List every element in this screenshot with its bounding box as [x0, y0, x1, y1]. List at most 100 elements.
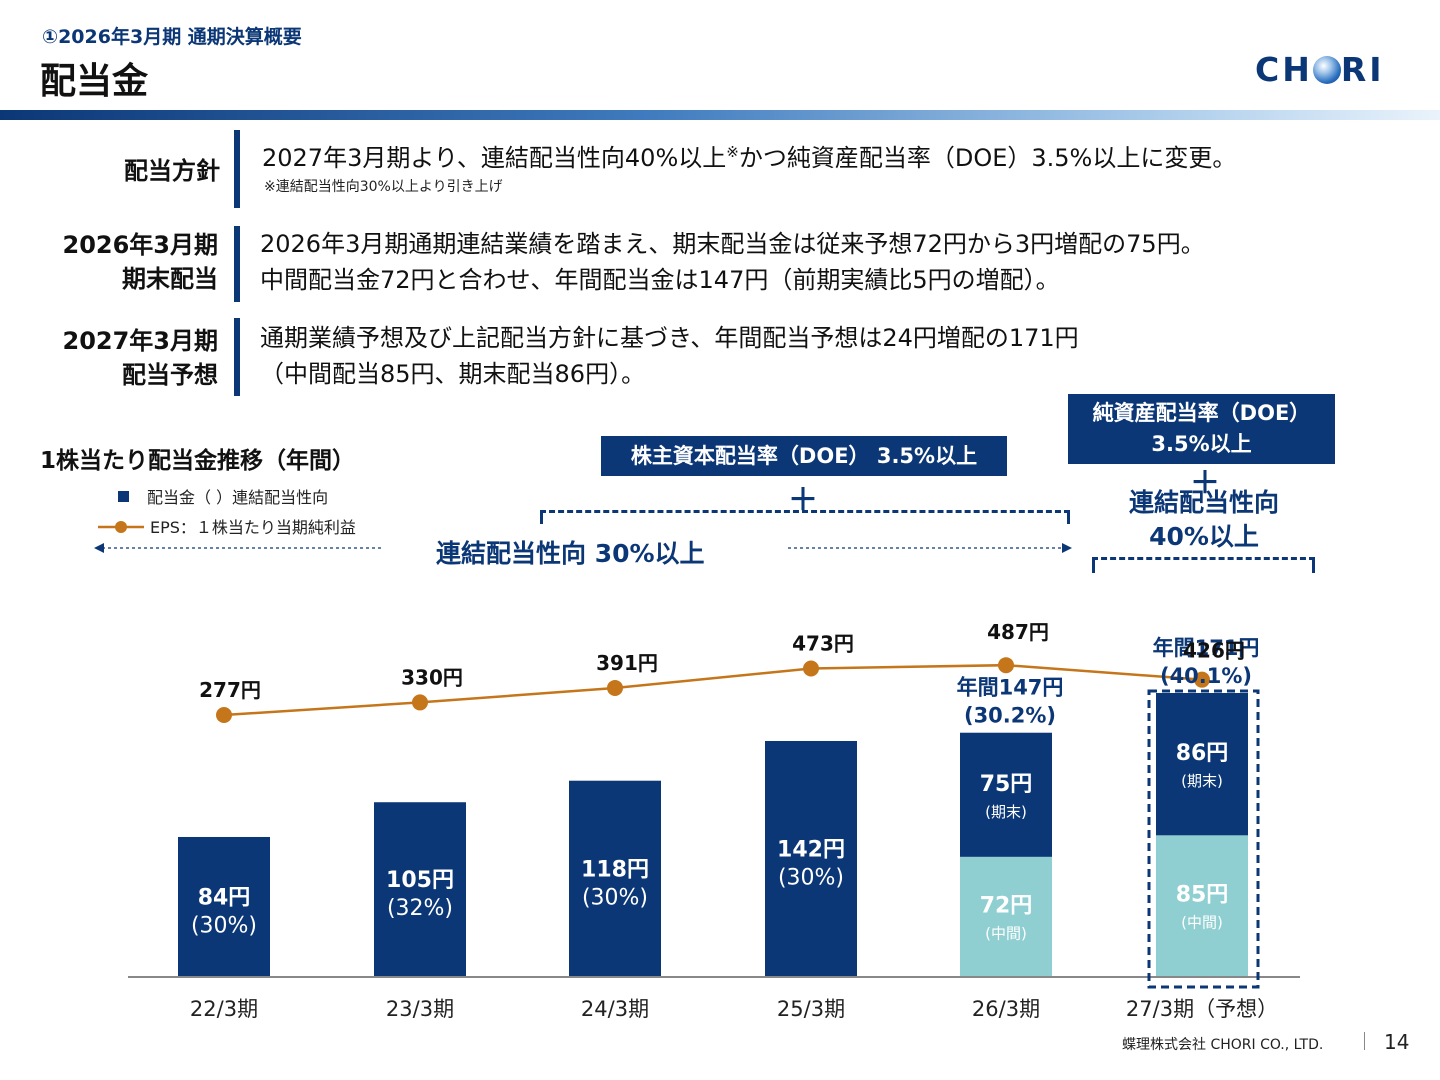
policy-text-1-after: かつ純資産配当率（DOE）3.5%以上に変更。: [738, 144, 1237, 172]
eps-value-label: 330円: [401, 665, 463, 689]
payout30-bracket: [540, 510, 1070, 524]
eps-point: [607, 679, 623, 696]
bar-payout-label: (30%): [778, 865, 844, 890]
policy-text-1-sup: ※: [726, 143, 739, 161]
doe-new-box-line2: 3.5%以上: [1151, 432, 1252, 456]
logo-text-left: CH: [1255, 50, 1313, 89]
interim-dividend-bar: [1156, 835, 1248, 976]
policy-note-1: ※連結配当性向30%以上より引き上げ: [264, 179, 503, 195]
interim-value-label: 72円: [980, 893, 1033, 918]
dividend-bar: [374, 802, 466, 976]
doe-new-box-line1: 純資産配当率（DOE）: [1092, 401, 1311, 425]
policy-label-1-line: 配当方針: [124, 157, 220, 185]
bar-value-label: 142円: [777, 837, 845, 862]
eps-point: [998, 657, 1014, 674]
policy-divider-2: [234, 226, 240, 302]
yearend-value-label: 86円: [1176, 741, 1229, 766]
payout40-bracket: [1092, 557, 1315, 573]
doe-new-plus-icon: ＋: [1190, 466, 1220, 501]
policy-text-2-line1: 2026年3月期通期連結業績を踏まえ、期末配当金は従来予想72円から3円増配の7…: [260, 230, 1205, 258]
legend-line-label: EPS：１株当たり当期純利益: [150, 518, 356, 537]
interim-tag-label: (中間): [1181, 914, 1223, 932]
policy-divider-1: [234, 130, 240, 208]
page-subtitle: ①2026年3月期 通期決算概要: [42, 26, 302, 48]
bar-value-label: 84円: [198, 885, 251, 910]
payout40-label: 連結配当性向 40%以上: [1100, 486, 1308, 554]
interim-dividend-bar: [960, 856, 1052, 976]
annual-payout-label: (30.2%): [964, 704, 1056, 728]
policy-text-3: 通期業績予想及び上記配当方針に基づき、年間配当予想は24円増配の171円 （中間…: [260, 320, 1079, 392]
legend-line: EPS：１株当たり当期純利益: [98, 514, 356, 538]
policy-text-2: 2026年3月期通期連結業績を踏まえ、期末配当金は従来予想72円から3円増配の7…: [260, 226, 1205, 298]
policy-label-1: 配当方針: [10, 154, 220, 188]
dividend-bar: [569, 780, 661, 976]
x-tick-label: 27/3期（予想）: [1126, 997, 1278, 1021]
eps-value-label: 391円: [596, 651, 658, 675]
header-gradient-bar: [0, 110, 1440, 120]
interim-value-label: 85円: [1176, 883, 1229, 908]
payout30-arrow-left-icon: [94, 543, 382, 553]
bar-payout-label: (30%): [191, 913, 257, 938]
policy-label-2-line2: 期末配当: [122, 265, 218, 293]
payout40-line2: 40%以上: [1149, 522, 1259, 551]
eps-value-label: 473円: [792, 632, 854, 656]
policy-text-1-main: 2027年3月期より、連結配当性向40%以上: [262, 144, 727, 172]
policy-label-2-line1: 2026年3月期: [62, 231, 219, 259]
yearend-dividend-bar: [1156, 692, 1248, 836]
doe-new-box: 純資産配当率（DOE） 3.5%以上: [1068, 394, 1335, 464]
logo-text-right: RI: [1340, 50, 1385, 89]
eps-value-label: 426円: [1183, 639, 1245, 663]
eps-line: [223, 663, 1203, 717]
eps-point: [412, 694, 428, 711]
policy-label-3: 2027年3月期 配当予想: [8, 324, 219, 392]
yearend-tag-label: (期末): [1181, 772, 1223, 790]
x-tick-label: 25/3期: [777, 997, 845, 1021]
annual-total-label: 年間147円: [957, 676, 1064, 700]
payout40-line1: 連結配当性向: [1128, 488, 1279, 517]
eps-value-label: 277円: [199, 678, 261, 702]
policy-text-2-line2: 中間配当金72円と合わせ、年間配当金は147円（前期実績比5円の増配）。: [260, 266, 1060, 294]
x-tick-label: 26/3期: [972, 997, 1040, 1021]
legend-line-swatch-icon: [98, 521, 144, 533]
policy-text-1: 2027年3月期より、連結配当性向40%以上※かつ純資産配当率（DOE）3.5%…: [262, 134, 1236, 176]
payout30-arrow-right-icon: [788, 543, 1072, 553]
policy-label-2: 2026年3月期 期末配当: [8, 228, 219, 296]
company-logo: CH RI: [1255, 50, 1385, 89]
x-tick-label: 24/3期: [581, 997, 649, 1021]
x-tick-label: 23/3期: [386, 997, 454, 1021]
legend-bar: 配当金（ ）連結配当性向: [118, 484, 328, 508]
policy-text-3-line1: 通期業績予想及び上記配当方針に基づき、年間配当予想は24円増配の171円: [260, 324, 1079, 352]
bar-payout-label: (30%): [582, 885, 648, 910]
footer-divider: [1364, 1032, 1365, 1050]
dividend-bar: [765, 740, 857, 976]
legend-bar-label: 配当金（ ）連結配当性向: [147, 488, 329, 507]
annual-total-label: 年間171円: [1153, 636, 1260, 660]
yearend-value-label: 75円: [980, 772, 1033, 797]
footer-company: 蝶理株式会社 CHORI CO., LTD.: [1122, 1037, 1324, 1053]
logo-globe-icon: [1312, 56, 1341, 84]
annual-payout-label: (40.1%): [1160, 664, 1252, 688]
eps-point: [1194, 671, 1210, 688]
yearend-dividend-bar: [960, 732, 1052, 857]
yearend-tag-label: (期末): [985, 803, 1027, 821]
policy-label-3-line2: 配当予想: [122, 361, 218, 389]
policy-text-3-line2: （中間配当85円、期末配当86円）。: [260, 360, 646, 388]
interim-tag-label: (中間): [985, 924, 1027, 942]
page-number: 14: [1384, 1030, 1410, 1054]
chart-heading: 1株当たり配当金推移（年間）: [40, 448, 356, 474]
legend-bar-swatch-icon: [118, 491, 129, 502]
forecast-highlight-box: [1147, 689, 1260, 989]
bar-value-label: 118円: [581, 857, 649, 882]
page-title: 配当金: [40, 61, 149, 102]
policy-divider-3: [234, 318, 240, 396]
policy-label-3-line1: 2027年3月期: [62, 327, 219, 355]
dividend-bar: [178, 836, 270, 976]
bar-payout-label: (32%): [387, 896, 453, 921]
dividend-chart: 84円 (30%) 22/3期 105円 (32%) 23/3期 118円 (30%) 24/3…: [128, 620, 1300, 1021]
bar-value-label: 105円: [386, 868, 454, 893]
eps-point: [216, 707, 232, 723]
x-tick-label: 22/3期: [190, 997, 258, 1021]
eps-point: [803, 660, 819, 677]
doe-old-box: 株主資本配当率（DOE） 3.5%以上: [601, 436, 1007, 476]
eps-value-label: 487円: [987, 620, 1049, 644]
